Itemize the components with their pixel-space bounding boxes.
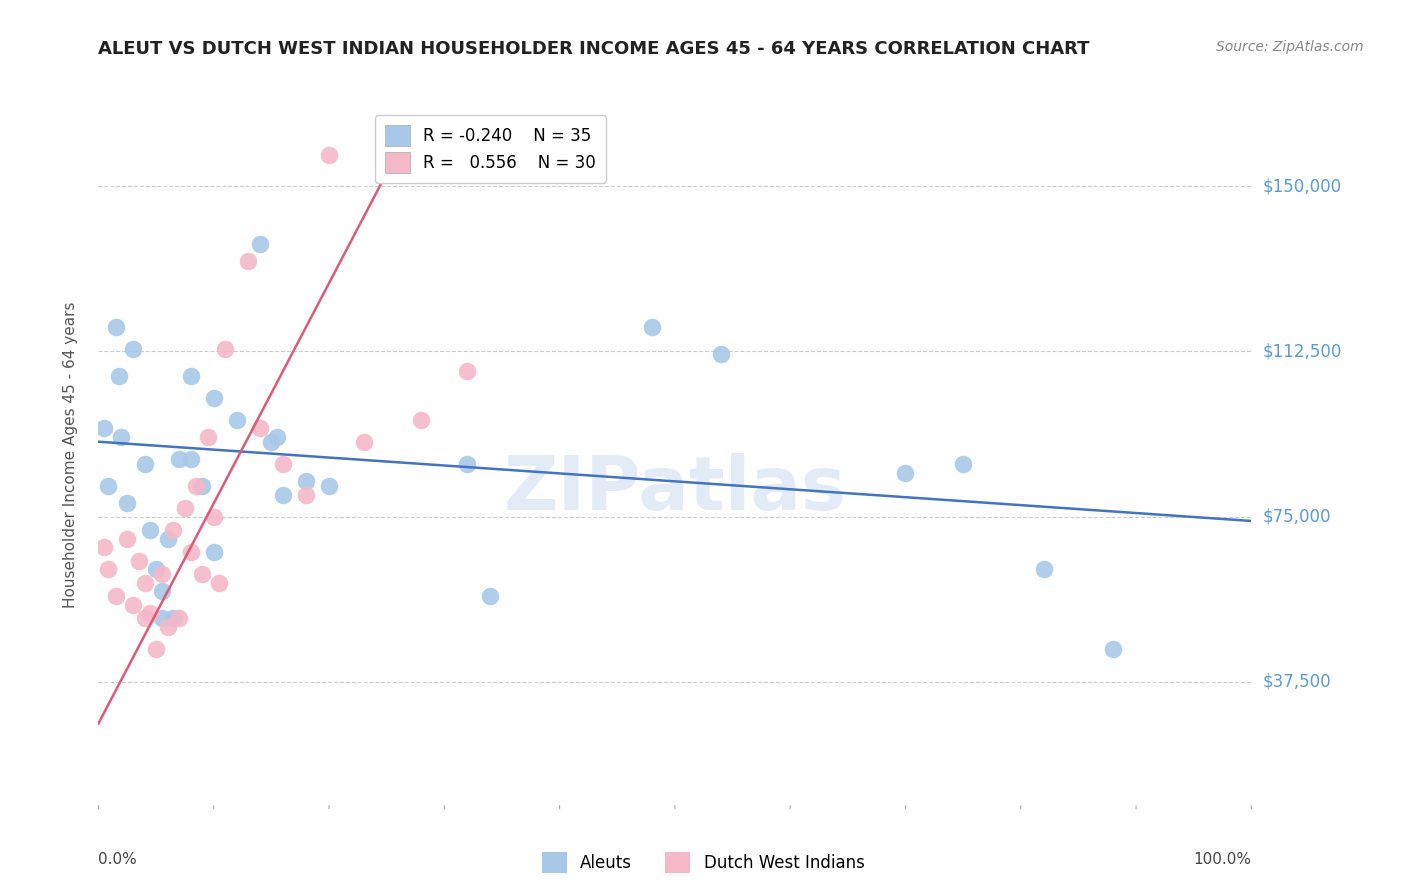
Point <box>191 566 214 581</box>
Point <box>894 466 917 480</box>
Point <box>353 434 375 449</box>
Point <box>1102 641 1125 656</box>
Point <box>110 430 132 444</box>
Point <box>150 611 173 625</box>
Point <box>134 611 156 625</box>
Point <box>249 236 271 251</box>
Point <box>150 584 173 599</box>
Text: $112,500: $112,500 <box>1263 343 1341 360</box>
Legend: R = -0.240    N = 35, R =   0.556    N = 30: R = -0.240 N = 35, R = 0.556 N = 30 <box>375 115 606 183</box>
Point <box>202 391 225 405</box>
Point <box>97 479 120 493</box>
Text: ALEUT VS DUTCH WEST INDIAN HOUSEHOLDER INCOME AGES 45 - 64 YEARS CORRELATION CHA: ALEUT VS DUTCH WEST INDIAN HOUSEHOLDER I… <box>98 40 1090 58</box>
Point <box>139 523 162 537</box>
Point <box>156 620 179 634</box>
Point <box>249 421 271 435</box>
Point <box>162 611 184 625</box>
Point <box>150 566 173 581</box>
Point <box>238 254 260 268</box>
Point <box>97 562 120 576</box>
Point <box>318 479 340 493</box>
Point <box>202 545 225 559</box>
Point <box>180 545 202 559</box>
Point <box>174 500 197 515</box>
Point <box>162 523 184 537</box>
Point <box>197 430 219 444</box>
Text: $150,000: $150,000 <box>1263 178 1341 195</box>
Point <box>93 541 115 555</box>
Point <box>318 148 340 162</box>
Point <box>456 457 478 471</box>
Text: $37,500: $37,500 <box>1263 673 1331 690</box>
Point <box>260 434 283 449</box>
Point <box>134 575 156 590</box>
Point <box>104 320 127 334</box>
Point <box>186 479 208 493</box>
Point <box>134 457 156 471</box>
Point <box>145 562 167 576</box>
Point <box>208 575 231 590</box>
Point <box>225 413 247 427</box>
Point <box>145 641 167 656</box>
Legend: Aleuts, Dutch West Indians: Aleuts, Dutch West Indians <box>534 846 872 880</box>
Point <box>411 413 433 427</box>
Y-axis label: Householder Income Ages 45 - 64 years: Householder Income Ages 45 - 64 years <box>63 301 77 608</box>
Point <box>117 496 138 510</box>
Point <box>122 598 145 612</box>
Point <box>266 430 288 444</box>
Point <box>214 343 236 357</box>
Text: 0.0%: 0.0% <box>98 852 138 866</box>
Point <box>167 452 190 467</box>
Text: 100.0%: 100.0% <box>1194 852 1251 866</box>
Point <box>1032 562 1054 576</box>
Point <box>710 346 733 360</box>
Point <box>128 553 150 567</box>
Text: Source: ZipAtlas.com: Source: ZipAtlas.com <box>1216 40 1364 54</box>
Point <box>952 457 974 471</box>
Text: ZIPatlas: ZIPatlas <box>503 453 846 526</box>
Point <box>108 368 131 383</box>
Point <box>271 457 294 471</box>
Point <box>122 343 145 357</box>
Point <box>156 532 179 546</box>
Point <box>202 509 225 524</box>
Point <box>479 589 502 603</box>
Point <box>93 421 115 435</box>
Point <box>180 368 202 383</box>
Point <box>180 452 202 467</box>
Point <box>295 475 318 489</box>
Point <box>167 611 190 625</box>
Point <box>104 589 127 603</box>
Text: $75,000: $75,000 <box>1263 508 1331 525</box>
Point <box>191 479 214 493</box>
Point <box>641 320 664 334</box>
Point <box>139 607 162 621</box>
Point <box>271 487 294 501</box>
Point <box>117 532 138 546</box>
Point <box>456 364 478 378</box>
Point <box>295 487 318 501</box>
